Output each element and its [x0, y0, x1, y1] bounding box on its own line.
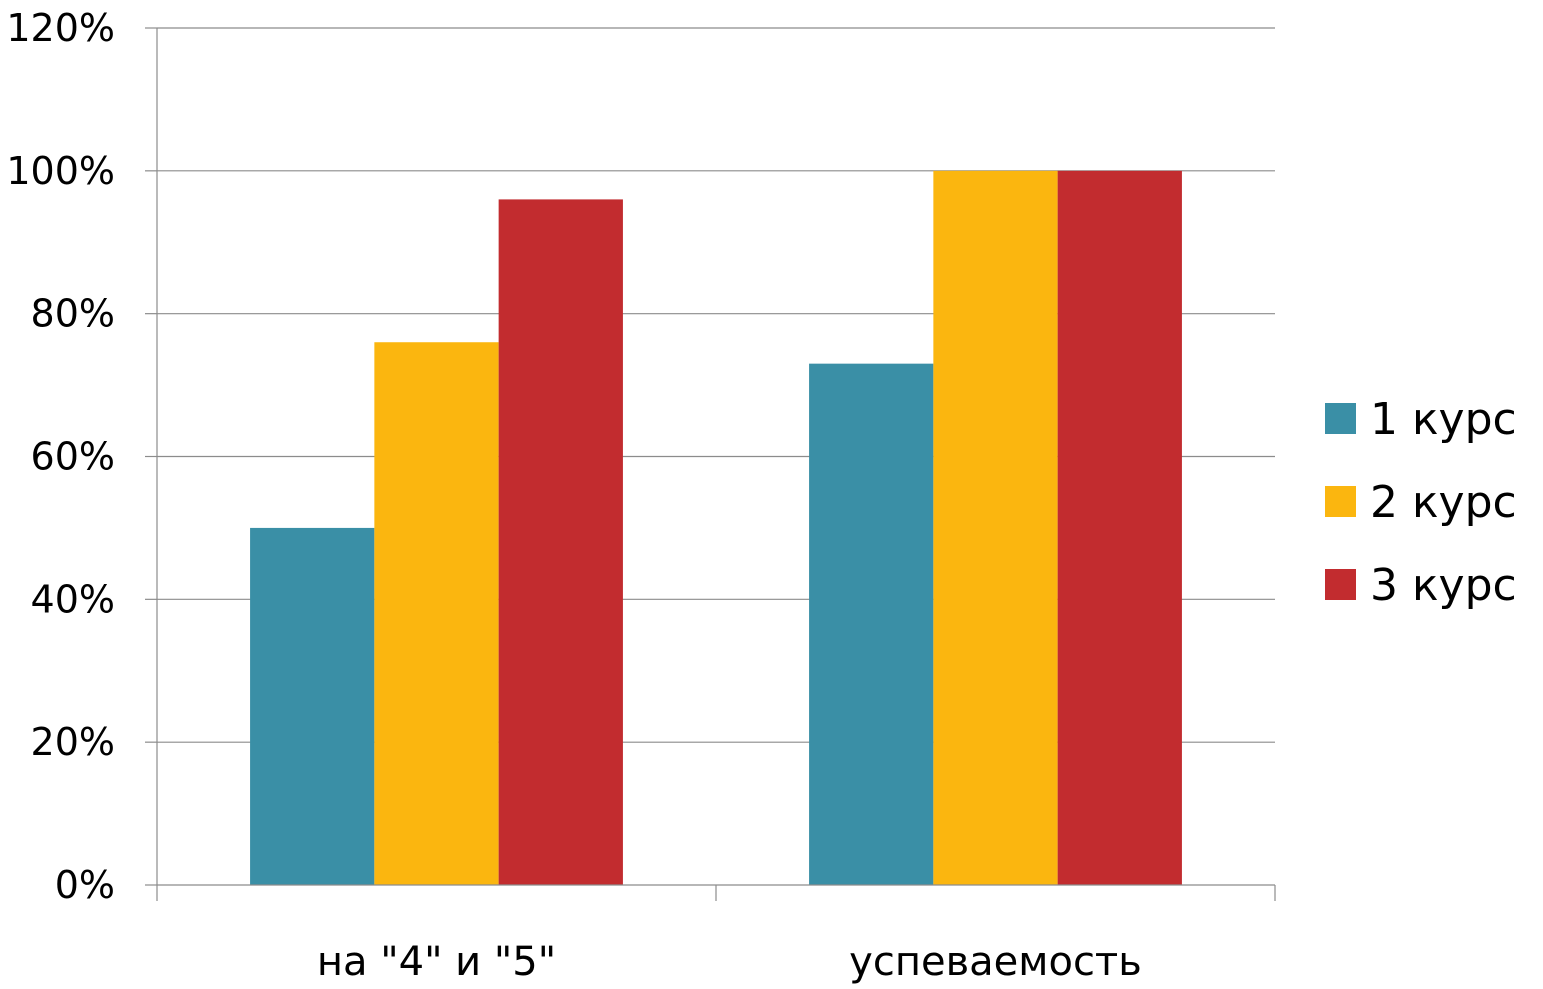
legend-label: 2 курс [1370, 477, 1517, 528]
legend-swatch [1325, 486, 1356, 517]
bar [374, 342, 499, 885]
bar [250, 527, 375, 885]
legend-swatch [1325, 403, 1356, 434]
legend-swatch [1325, 569, 1356, 600]
legend: 1 курс 2 курс 3 курс [1325, 394, 1517, 611]
y-tick-label: 40% [31, 577, 115, 621]
axes [145, 27, 1276, 901]
legend-label: 3 курс [1370, 560, 1517, 611]
x-tick-label: на "4" и "5" [317, 939, 556, 985]
y-tick-label: 80% [31, 292, 115, 336]
y-tick-label: 0% [55, 863, 115, 907]
labels: 0% 20% 40% 60% 80% 100% 120% на "4" и "5" успева… [6, 6, 1141, 985]
bars [250, 170, 1182, 886]
bar [933, 170, 1058, 886]
x-tick-label: успеваемость [849, 939, 1142, 985]
bar [1057, 170, 1182, 886]
y-tick-label: 100% [6, 149, 115, 193]
y-tick-label: 20% [31, 720, 115, 764]
legend-label: 1 курс [1370, 394, 1517, 445]
y-tick-label: 60% [31, 435, 115, 479]
bar [809, 363, 934, 885]
y-tick-label: 120% [6, 6, 115, 50]
bar [498, 199, 623, 885]
